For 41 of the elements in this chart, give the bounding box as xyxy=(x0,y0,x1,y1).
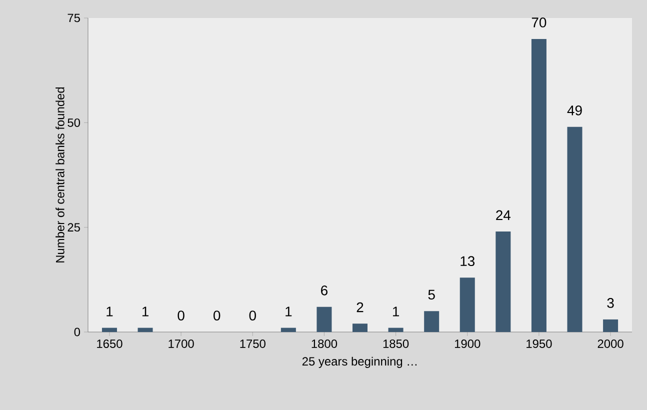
x-axis-title: 25 years beginning … xyxy=(302,356,417,368)
data-label: 1 xyxy=(286,306,292,316)
data-label: 1 xyxy=(106,306,113,316)
bar xyxy=(424,311,440,332)
data-label: 2 xyxy=(356,302,364,312)
data-label: 0 xyxy=(214,310,220,320)
data-label: 49 xyxy=(567,105,582,116)
y-tick-label: 25 xyxy=(68,223,80,232)
bar xyxy=(138,328,153,332)
y-axis-title: Number of central banks founded xyxy=(56,87,64,262)
bar xyxy=(531,38,546,332)
bar xyxy=(460,278,475,332)
y-tick-label: 50 xyxy=(68,118,80,127)
bar xyxy=(496,232,511,332)
bar xyxy=(352,324,368,332)
data-label: 13 xyxy=(460,256,475,266)
bar xyxy=(102,328,117,332)
bar xyxy=(603,319,618,332)
y-tick-label: 0 xyxy=(74,328,80,336)
bar xyxy=(316,306,332,332)
x-tick-label: 1750 xyxy=(240,340,266,348)
data-label: 24 xyxy=(496,210,511,220)
data-label: 5 xyxy=(428,290,435,300)
bar xyxy=(388,328,404,332)
data-label: 3 xyxy=(607,298,614,308)
data-label: 0 xyxy=(249,310,256,320)
x-tick-label: 2000 xyxy=(598,340,624,348)
data-label: 1 xyxy=(392,306,399,316)
x-tick-label: 1950 xyxy=(526,340,552,348)
bar xyxy=(567,126,582,332)
data-label: 1 xyxy=(142,306,148,316)
y-tick-label: 75 xyxy=(68,14,80,22)
x-tick-label: 1700 xyxy=(168,340,194,348)
x-tick-label: 1850 xyxy=(383,340,409,348)
data-label: 0 xyxy=(178,310,184,320)
x-tick-label: 1900 xyxy=(454,340,480,348)
bar xyxy=(280,328,296,332)
data-label: 6 xyxy=(321,285,328,296)
data-label: 70 xyxy=(532,18,546,28)
x-tick-label: 1800 xyxy=(312,340,338,348)
x-tick-label: 1650 xyxy=(97,340,122,348)
